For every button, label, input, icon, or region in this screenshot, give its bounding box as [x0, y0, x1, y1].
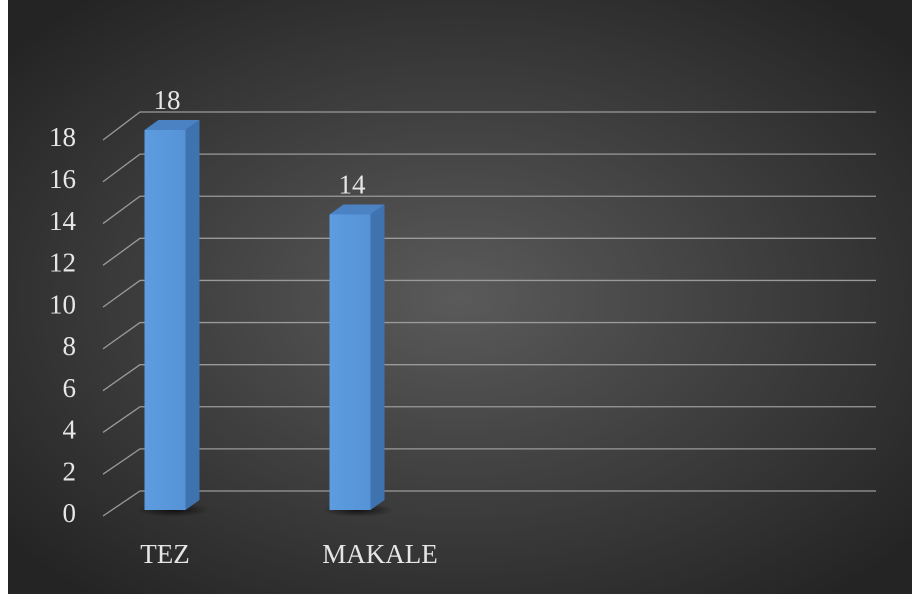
y-tick-label: 2	[63, 456, 77, 486]
y-tick-label: 12	[49, 248, 76, 278]
bar-top	[144, 120, 200, 130]
y-tick-label: 6	[63, 373, 77, 403]
bar-side	[185, 120, 200, 510]
chart-background	[8, 0, 912, 594]
y-tick-label: 4	[63, 415, 77, 445]
bar	[144, 130, 186, 510]
y-tick-label: 18	[49, 122, 76, 152]
grid-line	[102, 153, 876, 183]
y-tick-label: 16	[49, 164, 76, 194]
grid-line	[102, 237, 876, 266]
y-tick-label: 0	[63, 498, 77, 528]
data-label: 14	[339, 170, 367, 200]
grid-line	[102, 406, 876, 433]
x-tick-label: MAKALE	[322, 539, 438, 569]
grid-line	[102, 364, 876, 392]
grid-line	[102, 448, 876, 475]
y-tick-label: 14	[49, 206, 77, 236]
bar-top	[329, 204, 385, 215]
grid-line	[102, 490, 876, 517]
grid-line	[102, 195, 876, 225]
bar	[329, 214, 371, 510]
y-tick-label: 10	[49, 289, 76, 319]
grid-line	[102, 321, 876, 350]
x-tick-label: TEZ	[140, 539, 189, 569]
y-tick-label: 8	[63, 331, 77, 361]
grid-line	[102, 111, 876, 141]
data-label: 18	[154, 85, 181, 115]
grid-line	[102, 279, 876, 308]
bar-side	[370, 204, 385, 510]
